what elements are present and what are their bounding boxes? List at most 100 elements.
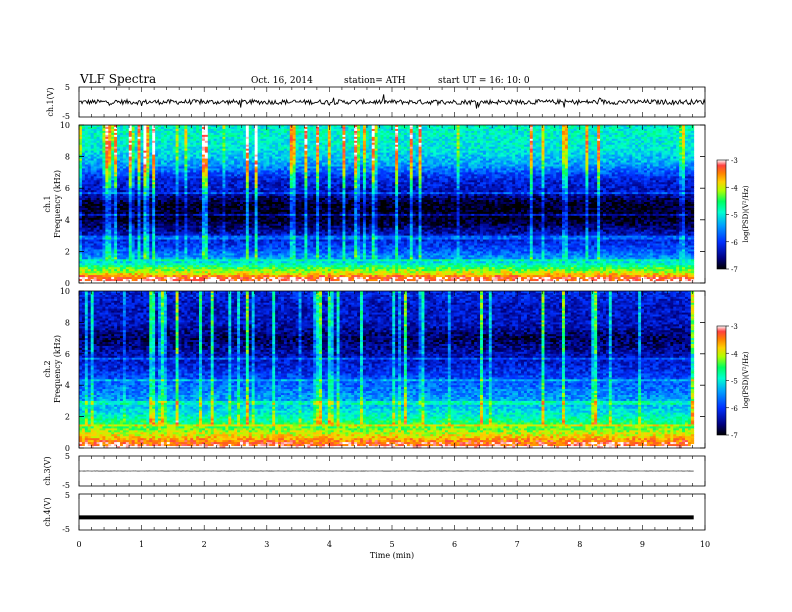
spectrogram-cell [307,144,311,148]
spectrogram-cell [436,130,440,134]
spectrogram-cell [588,130,592,134]
spectrogram-cell [506,132,510,136]
spectrogram-cell [679,125,683,128]
spectrogram-cell [87,138,92,142]
spectrogram-cell [485,138,490,142]
spectrogram-cell [512,136,516,140]
spectrogram-cell [462,136,466,140]
spectrogram-cell [494,144,499,148]
spectrogram-cell [626,144,630,148]
spectrogram-cell [553,136,557,140]
spectrogram-cell [482,134,487,138]
spectrogram-cell [608,125,613,128]
spectrogram-cell [368,142,373,146]
spectrogram-cell [140,140,144,144]
spectrogram-cell [521,148,525,152]
spectrogram-cell [550,132,554,136]
spectrogram-cell [591,134,595,138]
spectrogram-cell [257,144,261,148]
spectrogram-cell [213,132,217,136]
spectrogram-cell [485,146,490,150]
spectrogram-cell [351,148,355,152]
spectrogram-cell [424,128,428,132]
spectrogram-cell [96,132,100,136]
spectrogram-cell [163,148,168,152]
spectrogram-cell [541,136,545,140]
spectrogram-cell [371,146,376,150]
spectrogram-cell [237,132,241,136]
spectrogram-cell [611,130,616,134]
spectrogram-cell [240,136,244,140]
spectrogram-cell [254,134,258,138]
spectrogram-cell [339,138,343,142]
spectrogram-cell [509,134,513,138]
spectrogram-cell [93,146,97,150]
spectrogram-cell [181,148,185,152]
spectrogram-cell [307,130,311,134]
spectrogram-cell [155,140,159,144]
spectrogram-cell [184,130,188,134]
spectrogram-cell [228,148,232,152]
spectrogram-cell [260,136,264,140]
spectrogram-cell [570,125,575,128]
spectrogram-cell [125,136,130,140]
spectrogram-cell [447,142,452,146]
spectrogram-cell [459,140,463,144]
spectrogram-cell [579,140,583,144]
spectrogram-cell [324,125,329,128]
spectrogram-cell [193,132,197,136]
spectrogram-cell [219,128,223,132]
spectrogram-cell [535,148,539,152]
spectrogram-cell [143,132,147,136]
spectrogram-cell [579,132,583,136]
spectrogram-cell [93,140,97,144]
spectrogram-cell [664,130,668,134]
spectrogram-cell [535,132,539,136]
spectrogram-cell [257,138,261,142]
spectrogram-cell [333,128,337,132]
spectrogram-cell [201,128,206,132]
spectrogram-cell [102,128,106,132]
spectrogram-cell [348,128,352,132]
spectrogram-cell [342,134,346,138]
spectrogram-cell [564,125,569,128]
spectrogram-cell [178,148,182,152]
spectrogram-cell [538,126,542,130]
spectrogram-cell [242,148,247,152]
spectrogram-cell [401,130,405,134]
spectrogram-cell [269,144,273,148]
spectrogram-cell [550,146,554,150]
spectrogram-cell [87,142,92,146]
spectrogram-cell [564,134,569,138]
spectrogram-cell [646,126,651,130]
spectrogram-cell [377,126,381,130]
spectrogram-cell [79,146,83,150]
spectrogram-cell [687,146,692,150]
spectrogram-cell [102,132,106,136]
spectrogram-cell [99,125,103,128]
spectrogram-cell [114,136,118,140]
spectrogram-cell [304,140,308,144]
spectrogram-cell [134,140,138,144]
spectrogram-cell [172,138,176,142]
spectrogram-cell [392,140,396,144]
spectrogram-cell [368,130,373,134]
spectrogram-cell [377,138,381,142]
spectrogram-cell [254,142,258,146]
spectrogram-cell [579,130,583,134]
spectrogram-cell [620,132,624,136]
spectrogram-cell [280,142,285,146]
spectrogram-cell [386,142,390,146]
spectrogram-cell [617,148,621,152]
spectrogram-cell [184,146,188,150]
spectrogram-cell [166,144,171,148]
spectrogram-cell [532,146,537,150]
spectrogram-cell [321,134,326,138]
spectrogram-cell [114,128,118,132]
spectrogram-cell [412,136,417,140]
spectrogram-cell [465,134,469,138]
spectrogram-cell [515,126,519,130]
spectrogram-cell [406,148,411,152]
spectrogram-cell [673,134,677,138]
spectrogram-cell [231,148,235,152]
